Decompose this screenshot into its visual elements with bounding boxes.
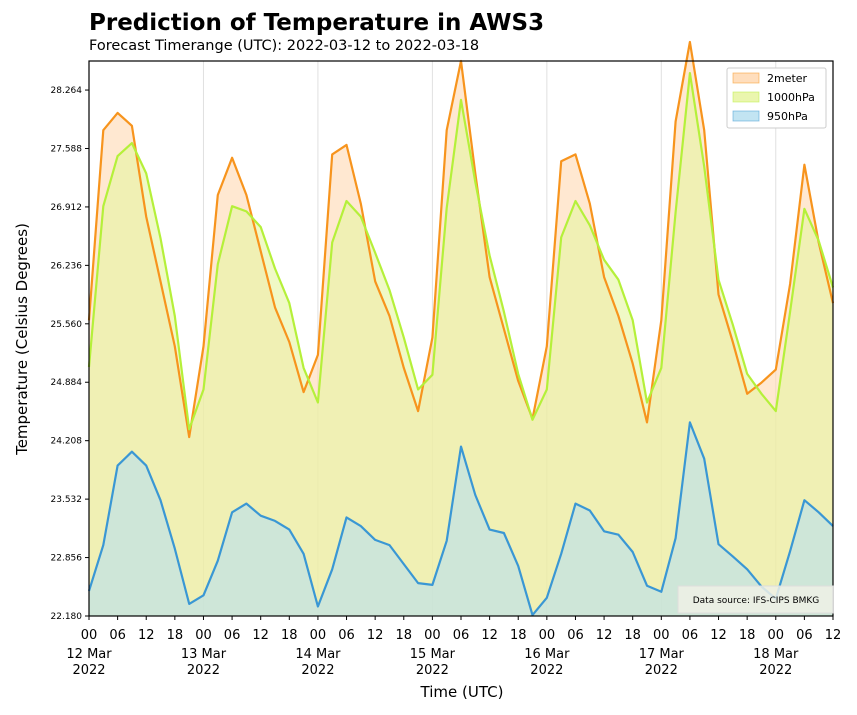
area-950hPa [89, 422, 833, 616]
x-tick-date-16: 16 Mar [524, 647, 570, 662]
x-tick-label-14: 12 [481, 628, 498, 643]
x-tick-year-20: 2022 [645, 663, 678, 678]
area-1000hPa [89, 73, 833, 617]
x-tick-date-24: 18 Mar [753, 647, 799, 662]
x-tick-label-21: 06 [682, 628, 699, 643]
x-tick-label-12: 00 [424, 628, 441, 643]
x-tick-year-12: 2022 [416, 663, 449, 678]
x-tick-label-2: 12 [138, 628, 155, 643]
x-tick-label-18: 12 [596, 628, 613, 643]
y-tick-label-5: 25.560 [51, 320, 83, 330]
y-tick-label-3: 24.208 [51, 437, 83, 447]
x-tick-label-16: 00 [539, 628, 556, 643]
x-tick-label-15: 18 [510, 628, 527, 643]
x-tick-year-16: 2022 [530, 663, 563, 678]
chart-title: Prediction of Temperature in AWS3 [89, 10, 545, 36]
x-tick-label-0: 00 [81, 628, 98, 643]
y-tick-label-9: 28.264 [51, 86, 83, 96]
data-source-background [677, 585, 834, 614]
y-tick-label-0: 22.180 [51, 612, 83, 622]
x-tick-label-9: 06 [338, 628, 355, 643]
chart-subtitle: Forecast Timerange (UTC): 2022-03-12 to … [89, 38, 480, 54]
x-tick-label-13: 06 [453, 628, 470, 643]
x-tick-label-6: 12 [252, 628, 269, 643]
x-tick-year-0: 2022 [72, 663, 105, 678]
line-950hPa [87, 421, 834, 617]
x-tick-label-24: 00 [767, 628, 784, 643]
x-tick-date-4: 13 Mar [181, 647, 227, 662]
x-tick-year-24: 2022 [759, 663, 792, 678]
y-axis-title: Temperature (Celsius Degrees) [13, 223, 31, 456]
y-tick-label-8: 27.588 [51, 144, 83, 154]
legend-swatch-950hPa [732, 110, 760, 122]
x-tick-label-19: 18 [624, 628, 641, 643]
x-tick-label-11: 18 [395, 628, 412, 643]
x-tick-date-12: 15 Mar [410, 647, 456, 662]
x-tick-date-8: 14 Mar [295, 647, 341, 662]
y-tick-label-7: 26.912 [51, 203, 83, 213]
x-tick-label-5: 06 [224, 628, 241, 643]
x-tick-label-26: 12 [825, 628, 842, 643]
x-tick-label-25: 06 [796, 628, 813, 643]
legend-label-950hPa: 950hPa [767, 110, 808, 123]
x-tick-date-0: 12 Mar [66, 647, 112, 662]
y-tick-label-2: 23.532 [51, 495, 83, 505]
data-source-label: Data source: IFS-CIPS BMKG [693, 596, 820, 606]
x-tick-label-20: 00 [653, 628, 670, 643]
x-tick-date-20: 17 Mar [639, 647, 685, 662]
x-tick-label-22: 12 [710, 628, 727, 643]
line-1000hPa [87, 72, 835, 431]
x-tick-label-1: 06 [109, 628, 126, 643]
x-tick-label-3: 18 [167, 628, 184, 643]
x-tick-label-7: 18 [281, 628, 298, 643]
legend-swatch-2meter [732, 72, 760, 84]
x-tick-year-8: 2022 [301, 663, 334, 678]
y-axis: 22.180 22.856 23.532 24.208 24.884 25.560 26.2… [51, 86, 89, 622]
x-tick-label-8: 00 [310, 628, 327, 643]
legend-label-1000hPa: 1000hPa [767, 91, 815, 104]
x-tick-label-10: 12 [367, 628, 384, 643]
x-tick-label-23: 18 [739, 628, 756, 643]
data-source-box: Data source: IFS-CIPS BMKG [677, 585, 834, 614]
legend-label-2meter: 2meter [767, 72, 808, 85]
x-tick-label-4: 00 [195, 628, 212, 643]
y-tick-label-4: 24.884 [51, 378, 83, 388]
y-tick-label-1: 22.856 [51, 554, 83, 564]
series-areas [89, 42, 833, 617]
x-tick-label-17: 06 [567, 628, 584, 643]
y-tick-label-6: 26.236 [51, 261, 83, 271]
x-tick-year-4: 2022 [187, 663, 220, 678]
legend: 2meter 1000hPa 950hPa [726, 67, 827, 129]
plot-frame [88, 60, 834, 617]
legend-swatch-1000hPa [732, 91, 760, 103]
x-axis-title: Time (UTC) [420, 683, 504, 701]
